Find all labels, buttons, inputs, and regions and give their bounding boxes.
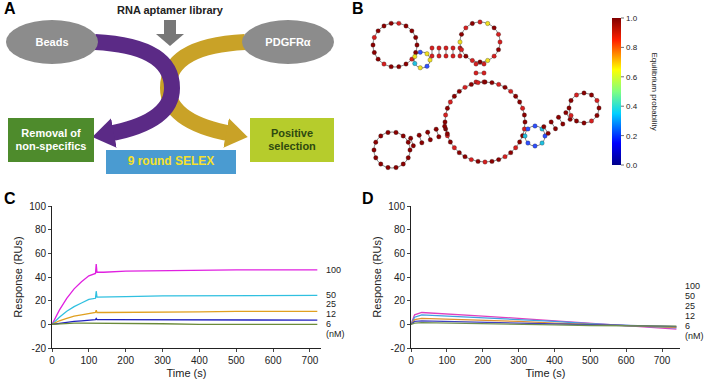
svg-text:1.0: 1.0 bbox=[626, 14, 638, 23]
svg-text:0.8: 0.8 bbox=[626, 43, 638, 52]
svg-text:400: 400 bbox=[546, 355, 563, 366]
svg-text:80: 80 bbox=[394, 224, 406, 235]
svg-text:6: 6 bbox=[326, 319, 331, 329]
svg-text:25: 25 bbox=[685, 301, 695, 311]
svg-text:500: 500 bbox=[582, 355, 599, 366]
svg-text:Response (RUs): Response (RUs) bbox=[371, 236, 383, 317]
svg-text:0: 0 bbox=[408, 355, 414, 366]
svg-text:300: 300 bbox=[510, 355, 527, 366]
html-text:RNA aptamer library: RNA aptamer library bbox=[117, 3, 223, 16]
svg-text:0.0: 0.0 bbox=[626, 161, 638, 170]
svg-text:20: 20 bbox=[394, 295, 406, 306]
svg-text:100: 100 bbox=[29, 201, 46, 212]
svg-text:6: 6 bbox=[685, 321, 690, 331]
svg-text:Response (RUs): Response (RUs) bbox=[12, 236, 24, 317]
svg-text:700: 700 bbox=[654, 355, 671, 366]
svg-text:400: 400 bbox=[191, 355, 208, 366]
html-text:Positive selection: Positive selection bbox=[268, 127, 316, 152]
svg-text:0.6: 0.6 bbox=[626, 73, 638, 82]
svg-text:Time (s): Time (s) bbox=[167, 367, 207, 379]
svg-text:100: 100 bbox=[388, 201, 405, 212]
svg-text:50: 50 bbox=[685, 291, 695, 301]
svg-text:100: 100 bbox=[685, 281, 700, 291]
svg-text:100: 100 bbox=[326, 265, 341, 275]
svg-text:20: 20 bbox=[35, 295, 47, 306]
svg-text:60: 60 bbox=[35, 248, 47, 259]
svg-text:100: 100 bbox=[81, 355, 98, 366]
html-text:Removal of non-specifics: Removal of non-specifics bbox=[15, 127, 87, 152]
html-text:C: C bbox=[4, 190, 16, 207]
svg-text:600: 600 bbox=[265, 355, 282, 366]
svg-text:200: 200 bbox=[474, 355, 491, 366]
html-text:PDGFRα: PDGFRα bbox=[265, 35, 311, 48]
svg-text:600: 600 bbox=[618, 355, 635, 366]
svg-text:0: 0 bbox=[40, 319, 46, 330]
svg-text:80: 80 bbox=[35, 224, 47, 235]
html-text:9 round SELEX: 9 round SELEX bbox=[127, 154, 215, 169]
html-text:A: A bbox=[4, 0, 16, 17]
html-text:B: B bbox=[352, 0, 364, 17]
svg-text:Equilibrium probability: Equilibrium probability bbox=[650, 52, 659, 130]
svg-text:-20: -20 bbox=[32, 343, 47, 354]
svg-text:200: 200 bbox=[117, 355, 134, 366]
svg-text:40: 40 bbox=[394, 272, 406, 283]
svg-text:700: 700 bbox=[302, 355, 319, 366]
svg-text:(nM): (nM) bbox=[326, 329, 345, 339]
svg-text:0.4: 0.4 bbox=[626, 102, 638, 111]
svg-text:300: 300 bbox=[154, 355, 171, 366]
svg-text:12: 12 bbox=[685, 311, 695, 321]
html-text:Beads: Beads bbox=[35, 35, 69, 48]
svg-text:50: 50 bbox=[326, 290, 336, 300]
svg-text:-20: -20 bbox=[391, 343, 406, 354]
svg-text:0: 0 bbox=[49, 355, 55, 366]
svg-text:100: 100 bbox=[439, 355, 456, 366]
html-text:D: D bbox=[362, 190, 374, 207]
svg-text:0: 0 bbox=[399, 319, 405, 330]
svg-text:12: 12 bbox=[326, 309, 336, 319]
svg-text:500: 500 bbox=[228, 355, 245, 366]
svg-text:0.2: 0.2 bbox=[626, 132, 638, 141]
svg-text:Time (s): Time (s) bbox=[526, 367, 566, 379]
svg-text:40: 40 bbox=[35, 272, 47, 283]
svg-text:(nM): (nM) bbox=[685, 331, 704, 341]
svg-text:60: 60 bbox=[394, 248, 406, 259]
svg-text:25: 25 bbox=[326, 299, 336, 309]
